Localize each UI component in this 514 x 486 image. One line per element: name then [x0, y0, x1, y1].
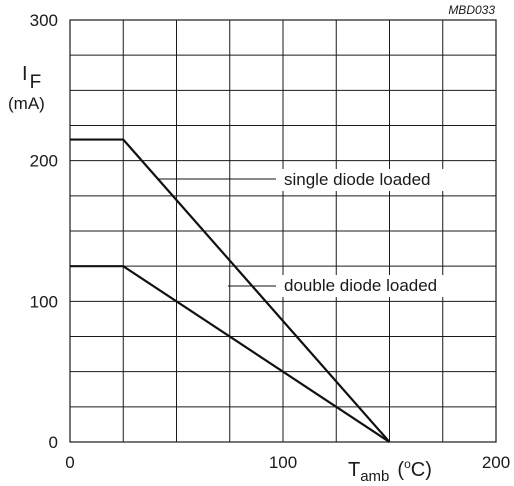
y-tick-label: 200: [30, 152, 58, 171]
series-layer: [70, 138, 391, 443]
x-axis-label: Tamb (oC): [348, 457, 432, 485]
series-line-1: [70, 138, 391, 443]
x-tick-labels: 0 100 200: [65, 453, 510, 472]
plot-frame: [69, 19, 497, 443]
figure-reference: MBD033: [448, 3, 495, 17]
y-tick-label: 100: [30, 292, 58, 311]
annotation-background: [280, 275, 452, 297]
series-line-2: [70, 265, 391, 443]
x-tick-label: 100: [269, 453, 297, 472]
x-tick-label: 0: [65, 453, 74, 472]
series-label: single diode loaded: [284, 170, 431, 189]
annotation-background: [280, 169, 452, 191]
y-tick-label: 300: [30, 11, 58, 30]
series-label: double diode loaded: [284, 276, 437, 295]
x-tick-label: 200: [482, 453, 510, 472]
y-axis-unit: (mA): [8, 94, 45, 113]
grid: [70, 20, 496, 442]
annotation-layer: single diode loaded double diode loaded: [158, 169, 452, 297]
y-tick-label: 0: [49, 433, 58, 452]
y-tick-labels: 0 100 200 300: [30, 11, 58, 452]
